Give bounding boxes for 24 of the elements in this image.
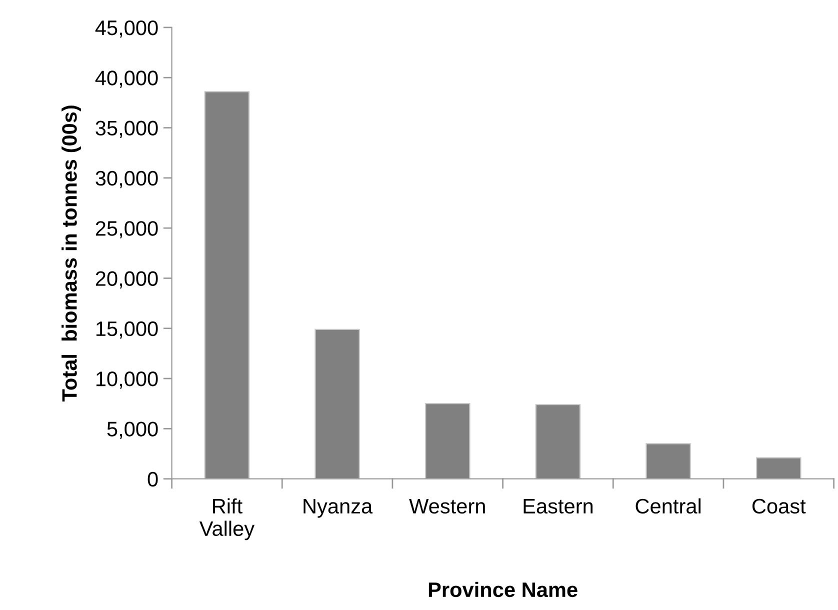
y-tick-label: 10,000 [96, 372, 158, 389]
y-tick-label: 25,000 [96, 221, 158, 238]
bar [535, 404, 581, 479]
y-tick-label: 30,000 [96, 170, 158, 188]
y-tick-label: 40,000 [95, 70, 158, 88]
x-tick-label: Nyanza [304, 499, 373, 518]
y-tick-label: 5,000 [107, 422, 158, 439]
x-tick-label: Rift Valley [199, 498, 255, 540]
x-tick-label: Eastern [524, 499, 593, 514]
bar [314, 328, 360, 479]
y-tick-label: 0 [148, 472, 158, 487]
x-axis-title: Province Name [428, 582, 578, 598]
bar [204, 91, 250, 479]
x-tick-label: Coast [752, 498, 806, 514]
y-tick-label: 35,000 [96, 120, 158, 138]
y-tick-label: 45,000 [95, 20, 158, 38]
bar [646, 443, 691, 479]
y-axis-title: Total biomass in tonnes (00s) [62, 106, 81, 402]
x-tick-label: Central [636, 498, 700, 514]
y-tick-label: 20,000 [96, 271, 158, 288]
bar [425, 403, 470, 479]
x-tick-label: Western [409, 499, 485, 514]
y-tick-label: 15,000 [96, 321, 158, 339]
bar [756, 457, 802, 479]
